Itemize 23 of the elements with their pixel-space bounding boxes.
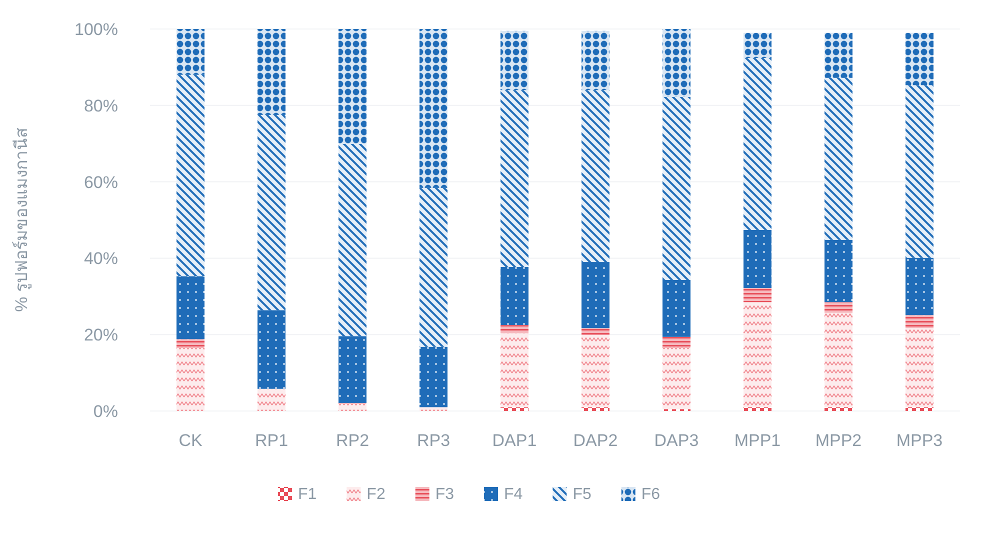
- legend-label: F2: [366, 486, 386, 503]
- y-tick-label: 100%: [74, 20, 118, 39]
- x-tick-label: DAP3: [654, 431, 699, 450]
- x-tick-label: MPP1: [734, 431, 781, 450]
- legend-label: F1: [298, 486, 317, 503]
- x-tick-label: MPP3: [896, 431, 943, 450]
- x-tick-label: DAP2: [573, 431, 618, 450]
- x-tick-label: RP3: [416, 431, 450, 450]
- x-tick-label: DAP1: [492, 431, 537, 450]
- y-tick-label: 60%: [84, 172, 118, 192]
- y-tick-label: 20%: [84, 326, 118, 345]
- legend-label: F3: [435, 486, 454, 503]
- legend-label: F5: [572, 486, 592, 503]
- x-tick-label: RP2: [336, 431, 370, 450]
- x-tick-label: CK: [178, 431, 203, 450]
- legend-label: F6: [641, 486, 660, 503]
- x-tick-label: RP1: [254, 431, 288, 450]
- y-tick-label: 0%: [93, 402, 118, 421]
- y-tick-label: 40%: [84, 249, 118, 268]
- legend-label: F4: [504, 486, 523, 503]
- x-tick-label: MPP2: [815, 431, 862, 450]
- y-tick-label: 80%: [84, 96, 118, 116]
- y-axis-title: % รูปฟอร์มของแมงกานีส: [12, 127, 32, 312]
